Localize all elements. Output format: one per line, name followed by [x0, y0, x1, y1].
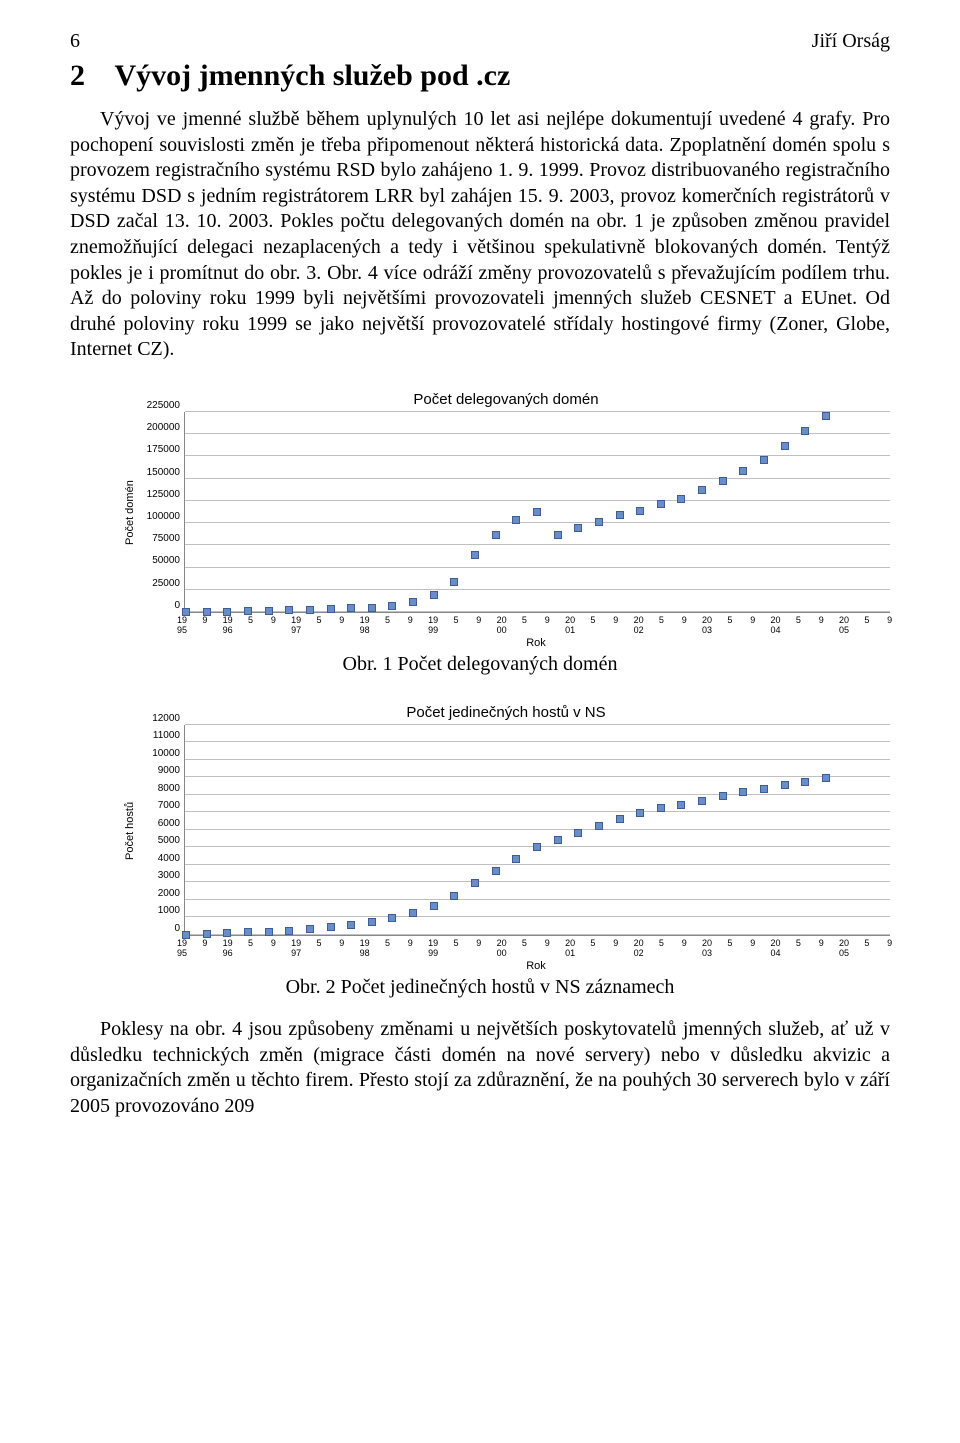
chart-marker — [595, 822, 603, 830]
chart-marker — [471, 879, 479, 887]
chart-2-xlabel: Rok — [182, 960, 890, 972]
chart-marker — [327, 923, 335, 931]
chart-marker — [533, 843, 541, 851]
chart-2-ylabel: Počet hostů — [122, 725, 138, 936]
chart-marker — [430, 591, 438, 599]
chart-2-plot — [184, 725, 890, 936]
chart-marker — [636, 809, 644, 817]
chart-marker — [409, 598, 417, 606]
chart-marker — [388, 914, 396, 922]
section-title: 2 Vývoj jmenných služeb pod .cz — [70, 59, 890, 93]
chart-marker — [595, 518, 603, 526]
chart-marker — [450, 578, 458, 586]
body-text-1: Vývoj ve jmenné službě během uplynulých … — [70, 107, 890, 363]
chart-marker — [760, 456, 768, 464]
chart-marker — [512, 855, 520, 863]
chart-marker — [781, 781, 789, 789]
chart-marker — [388, 602, 396, 610]
chart-marker — [533, 508, 541, 516]
chart-marker — [719, 792, 727, 800]
chart-marker — [223, 929, 231, 937]
chart-marker — [719, 477, 727, 485]
chart-marker — [760, 785, 768, 793]
chart-marker — [801, 778, 809, 786]
chart-marker — [512, 516, 520, 524]
chart-marker — [285, 606, 293, 614]
chart-marker — [368, 604, 376, 612]
chart-marker — [636, 507, 644, 515]
chart-marker — [471, 551, 479, 559]
chart-marker — [616, 511, 624, 519]
chart-1-ylabel: Počet domén — [122, 412, 138, 613]
chart-marker — [698, 486, 706, 494]
body-text-2: Poklesy na obr. 4 jsou způsobeny změnami… — [70, 1017, 890, 1119]
chart-marker — [265, 607, 273, 615]
chart-marker — [822, 774, 830, 782]
chart-marker — [244, 607, 252, 615]
chart-1-yticks: 2250002000001750001500001250001000007500… — [138, 412, 184, 612]
chart-marker — [657, 500, 665, 508]
chart-marker — [203, 930, 211, 938]
chart-1-plot — [184, 412, 890, 613]
chart-marker — [492, 531, 500, 539]
chart-marker — [739, 467, 747, 475]
paragraph-1: Vývoj ve jmenné službě během uplynulých … — [70, 107, 890, 363]
chart-1-title: Počet delegovaných domén — [122, 391, 890, 408]
chart-1-caption: Obr. 1 Počet delegovaných domén — [70, 653, 890, 676]
section-number: 2 — [70, 59, 85, 92]
chart-2: Počet jedinečných hostů v NS Počet hostů… — [122, 704, 890, 972]
chart-2-title: Počet jedinečných hostů v NS — [122, 704, 890, 721]
chart-marker — [801, 427, 809, 435]
chart-marker — [739, 788, 747, 796]
chart-marker — [574, 524, 582, 532]
chart-2-xticks: 1995919965919975919985919995920005920015… — [182, 936, 890, 958]
chart-marker — [698, 797, 706, 805]
chart-2-caption: Obr. 2 Počet jedinečných hostů v NS zázn… — [70, 976, 890, 999]
chart-marker — [616, 815, 624, 823]
chart-marker — [409, 909, 417, 917]
chart-marker — [574, 829, 582, 837]
chart-marker — [657, 804, 665, 812]
chart-marker — [554, 836, 562, 844]
chart-marker — [347, 604, 355, 612]
chart-marker — [822, 412, 830, 420]
chart-marker — [781, 442, 789, 450]
chart-1: Počet delegovaných domén Počet domén 225… — [122, 391, 890, 649]
chart-marker — [368, 918, 376, 926]
chart-1-xlabel: Rok — [182, 637, 890, 649]
page-author: Jiří Orság — [812, 30, 890, 53]
chart-marker — [306, 925, 314, 933]
chart-marker — [203, 608, 211, 616]
chart-marker — [450, 892, 458, 900]
chart-marker — [244, 928, 252, 936]
chart-marker — [223, 608, 231, 616]
chart-2-yticks: 1200011000100009000800070006000500040003… — [138, 725, 184, 935]
chart-marker — [265, 928, 273, 936]
chart-marker — [327, 605, 335, 613]
chart-marker — [554, 531, 562, 539]
page-number: 6 — [70, 30, 80, 53]
paragraph-2: Poklesy na obr. 4 jsou způsobeny změnami… — [70, 1017, 890, 1119]
chart-marker — [430, 902, 438, 910]
chart-marker — [677, 495, 685, 503]
chart-marker — [182, 608, 190, 616]
chart-marker — [492, 867, 500, 875]
chart-1-xticks: 1995919965919975919985919995920005920015… — [182, 613, 890, 635]
section-heading: Vývoj jmenných služeb pod .cz — [114, 59, 510, 92]
chart-marker — [182, 931, 190, 939]
chart-marker — [285, 927, 293, 935]
chart-marker — [347, 921, 355, 929]
chart-marker — [677, 801, 685, 809]
chart-marker — [306, 606, 314, 614]
